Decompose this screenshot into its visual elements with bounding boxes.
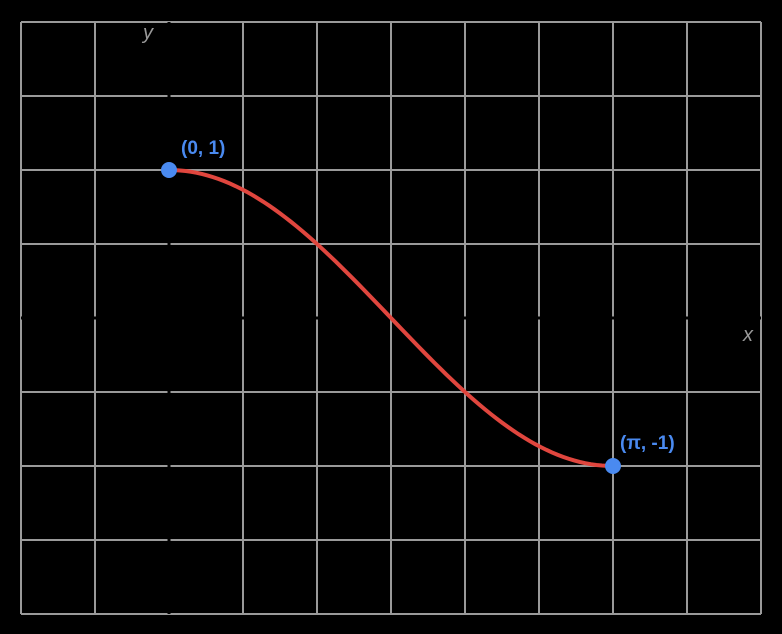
data-points — [161, 162, 621, 474]
point-label-end: (π, -1) — [620, 433, 675, 454]
grid-lines — [20, 21, 762, 615]
data-point — [605, 458, 621, 474]
x-axis-label: x — [743, 324, 753, 346]
data-point — [161, 162, 177, 178]
y-axis-label: y — [143, 22, 153, 44]
point-label-start: (0, 1) — [181, 138, 226, 159]
cosine-curve — [168, 168, 614, 468]
